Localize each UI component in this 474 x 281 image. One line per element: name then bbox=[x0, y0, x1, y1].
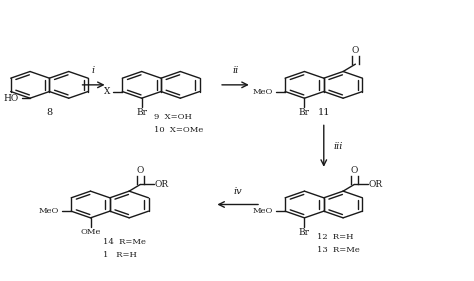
Text: O: O bbox=[351, 166, 358, 175]
Text: X: X bbox=[104, 87, 110, 96]
Text: 1   R=H: 1 R=H bbox=[103, 251, 137, 259]
Text: OMe: OMe bbox=[80, 228, 100, 236]
Text: OR: OR bbox=[155, 180, 169, 189]
Text: Br: Br bbox=[136, 108, 147, 117]
Text: MeO: MeO bbox=[253, 207, 273, 215]
Text: ii: ii bbox=[232, 66, 238, 75]
Text: 9  X=OH: 9 X=OH bbox=[155, 113, 192, 121]
Text: 14  R=Me: 14 R=Me bbox=[103, 238, 146, 246]
Text: iv: iv bbox=[233, 187, 242, 196]
Text: 8: 8 bbox=[46, 108, 53, 117]
Text: HO: HO bbox=[4, 94, 19, 103]
Text: 11: 11 bbox=[318, 108, 330, 117]
Text: 13  R=Me: 13 R=Me bbox=[317, 246, 360, 254]
Text: Br: Br bbox=[299, 228, 310, 237]
Text: 10  X=OMe: 10 X=OMe bbox=[155, 126, 203, 134]
Text: O: O bbox=[137, 166, 144, 175]
Text: O: O bbox=[352, 46, 359, 55]
Text: 12  R=H: 12 R=H bbox=[317, 233, 354, 241]
Text: MeO: MeO bbox=[39, 207, 59, 215]
Text: Br: Br bbox=[299, 108, 310, 117]
Text: iii: iii bbox=[333, 142, 342, 151]
Text: MeO: MeO bbox=[253, 88, 273, 96]
Text: OR: OR bbox=[369, 180, 383, 189]
Text: i: i bbox=[92, 66, 95, 75]
